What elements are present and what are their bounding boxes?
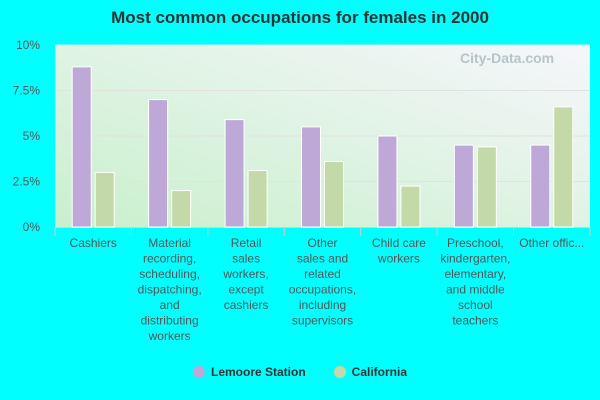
x-category-label: workers bbox=[377, 252, 420, 266]
x-category-label: except bbox=[228, 283, 264, 297]
legend-label: Lemoore Station bbox=[210, 365, 306, 379]
y-tick-label: 5% bbox=[23, 129, 41, 143]
x-category-label: workers, bbox=[222, 267, 268, 281]
x-category-label: dispatching, bbox=[138, 283, 202, 297]
x-category-label: Material bbox=[148, 236, 191, 250]
bar-lemoore-station bbox=[301, 126, 321, 228]
y-tick-label: 2.5% bbox=[13, 175, 41, 189]
chart-title: Most common occupations for females in 2… bbox=[111, 8, 489, 27]
x-category-label: teachers bbox=[452, 314, 498, 328]
x-category-label: elementary, bbox=[444, 267, 506, 281]
bar-lemoore-station bbox=[377, 135, 398, 228]
watermark-logo: City-Data.com bbox=[460, 50, 555, 66]
legend-label: California bbox=[351, 365, 408, 379]
legend: Lemoore Station California bbox=[0, 365, 600, 379]
x-category-label: workers bbox=[148, 329, 191, 343]
bar-lemoore-station bbox=[453, 144, 474, 228]
bar-california bbox=[94, 171, 115, 228]
bar-lemoore-station bbox=[224, 119, 245, 228]
x-category-label: Cashiers bbox=[70, 236, 117, 250]
bar-lemoore-station bbox=[71, 66, 92, 228]
x-category-label: scheduling, bbox=[139, 267, 200, 281]
x-category-label: and bbox=[160, 298, 180, 312]
x-category-label: Other bbox=[307, 236, 337, 250]
x-category-label: occupations, bbox=[289, 283, 356, 297]
x-category-label: related bbox=[304, 267, 341, 281]
y-tick-label: 7.5% bbox=[13, 84, 41, 98]
legend-item-lemoore: Lemoore Station bbox=[192, 365, 306, 379]
legend-item-california: California bbox=[333, 365, 408, 379]
x-category-label: Retail bbox=[231, 236, 262, 250]
x-category-label: including bbox=[299, 298, 346, 312]
x-category-label: cashiers bbox=[224, 298, 269, 312]
x-category-label: kindergarten, bbox=[440, 252, 510, 266]
bar-lemoore-station bbox=[530, 144, 551, 228]
x-category-label: distributing bbox=[141, 314, 199, 328]
bar-california bbox=[171, 190, 192, 228]
x-category-label: supervisors bbox=[292, 314, 353, 328]
x-category-label: Preschool, bbox=[447, 236, 504, 250]
y-tick-label: 0% bbox=[23, 220, 41, 234]
bar-california bbox=[553, 106, 574, 228]
bar-california bbox=[400, 185, 421, 228]
x-category-label: school bbox=[458, 298, 493, 312]
x-category-label: sales and bbox=[297, 252, 348, 266]
x-category-label: Other offic... bbox=[519, 236, 584, 250]
y-tick-label: 10% bbox=[16, 38, 40, 52]
x-category-label: recording, bbox=[143, 252, 196, 266]
bar-lemoore-station bbox=[148, 99, 169, 228]
legend-swatch bbox=[333, 366, 346, 378]
x-category-label: Child care bbox=[372, 236, 426, 250]
bar-california bbox=[324, 160, 344, 228]
bar-california bbox=[247, 170, 268, 228]
bar-california bbox=[476, 146, 497, 228]
x-category-label: sales bbox=[232, 252, 260, 266]
x-category-label: and middle bbox=[446, 283, 505, 297]
legend-swatch bbox=[192, 366, 205, 378]
